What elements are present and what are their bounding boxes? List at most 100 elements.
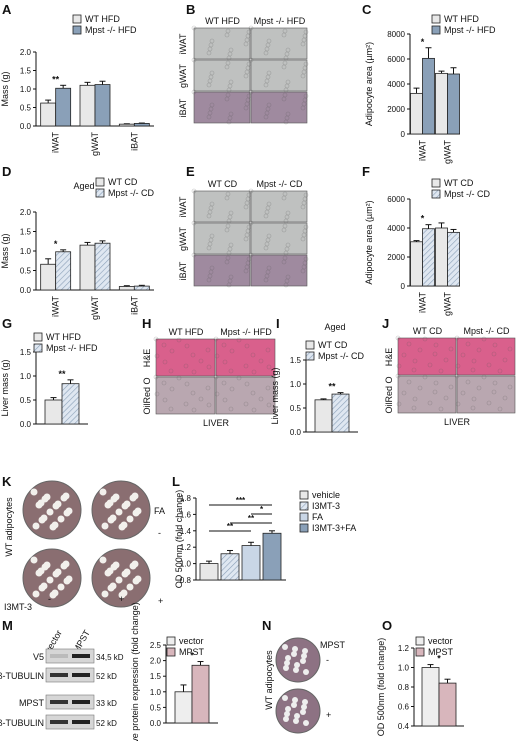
micrograph-E-cell [284,246,290,252]
legend-swatch-M [166,636,176,646]
micrograph-J-cell [486,400,492,406]
panel-label-O: O [382,618,392,633]
y-tick-label-I: 0.5 [290,404,302,413]
micrograph-H-cell [198,396,204,402]
micrograph-H-cell [206,364,212,370]
micrograph-E-cell [206,213,212,219]
y-axis-label-G: Liver mass (g) [0,359,10,416]
lipid-droplet-K [106,499,114,507]
blot-band-M [72,654,90,658]
micrograph-E [193,254,251,287]
lipid-droplet-N [301,653,307,659]
micrograph-H-cell [222,359,228,365]
lipid-droplet-K [40,582,48,590]
micrograph-J-cell [395,373,401,379]
blot-band-M [50,720,68,724]
panel-label-B: B [186,2,195,17]
lipid-droplet-K [32,522,40,530]
y-tick-label-A: 0.0 [20,122,32,131]
micrograph-H-cell [236,375,242,381]
lipid-droplet-K [134,507,142,515]
y-tick-label-C: 8000 [387,30,405,39]
micrograph-B [193,59,251,92]
micrograph-B-cell [282,92,288,98]
micrograph-E-cell [208,205,214,211]
micrograph-B-cell [208,74,214,80]
micrograph-H-cell [206,402,212,408]
micrograph-E-cell [300,236,306,242]
row-label-J: H&E [384,348,394,367]
bar-D-1-1 [94,242,111,291]
micrograph-E-cell [302,260,308,266]
micrograph-E-cell [191,220,197,226]
significance-I: ** [328,382,336,392]
column-label-J: Mpst -/- CD [464,326,510,336]
micrograph-J-cell [502,395,508,401]
micrograph-J-cell [406,379,412,385]
micrograph-B-cell [224,96,230,102]
micrograph-E-cell [281,259,287,265]
micrograph-H [215,376,276,415]
micrograph-E-cell [303,192,309,198]
y-tick-label-L: 1.8 [180,494,192,503]
micrograph-B-cell [284,83,290,89]
bar-L-2 [241,545,261,581]
micrograph-J-cell [481,374,487,380]
micrograph-B-cell [281,96,287,102]
micrograph-J-cell [465,341,471,347]
micrograph-E-cell [282,223,288,229]
micrograph-B-cell [207,46,213,52]
lipid-droplet-N [293,667,299,673]
micrograph-E-cell [191,188,197,194]
micrograph-H-cell [168,406,174,412]
micrograph-J-cell [476,347,482,353]
micrograph-E [193,190,251,223]
lipid-droplet-K [115,576,123,584]
micrograph-E-cell [264,241,270,247]
micrograph-B-cell [244,101,250,107]
lipid-droplet-K [131,492,139,500]
micrograph-H-cell [169,386,175,392]
micrograph-E-cell [265,205,271,211]
micrograph-J-cell [396,401,402,407]
lipid-droplet-N [303,669,309,675]
panel-label-M: M [2,618,13,633]
micrograph-H-cell [250,390,256,396]
fa-label-K: FA [154,506,165,516]
y-tick-label-C: 2000 [387,105,405,114]
micrograph-E-cell [224,227,230,233]
micrograph-B-cell [245,97,251,103]
micrograph-E-cell [248,188,254,194]
micrograph-J-cell [417,347,423,353]
lipid-droplet-K [120,521,128,529]
x-tick-label-A: iBAT [129,132,139,151]
micrograph-B-cell [285,111,291,117]
y-axis-label-O: OD 500nm (fold change) [376,638,386,737]
legend-label-C: WT HFD [444,14,479,24]
legend-swatch-M [166,647,176,657]
bar-A-0-1 [79,84,96,127]
micrograph-J-cell [443,357,449,363]
micrograph-E-cell [282,255,288,261]
blot-strip-M [45,667,95,683]
panel-label-L: L [172,474,180,489]
y-axis-label-F: Adipocyte area (µm²) [364,200,374,284]
micrograph-H [215,338,276,377]
micrograph-B-cell [265,42,271,48]
significance-F: * [421,214,425,224]
micrograph-B-cell [302,65,308,71]
micrograph-B-cell [207,78,213,84]
micrograph-E-cell [263,245,269,251]
lipid-droplet-K [101,590,109,598]
y-axis-label-D: Mass (g) [0,233,10,268]
micrograph-B-cell [191,57,197,63]
micrograph-E-cell [248,252,254,258]
y-tick-label-M: 2.0 [150,657,162,666]
bar-C-0-1 [435,72,448,135]
y-tick-label-O: 0.6 [398,703,410,712]
x-tick-label-D: iBAT [129,296,139,315]
y-tick-label-L: 1.4 [180,527,192,536]
micrograph-H-cell [222,397,228,403]
micrograph-J-cell [470,405,476,411]
legend-swatch-O [415,636,425,646]
